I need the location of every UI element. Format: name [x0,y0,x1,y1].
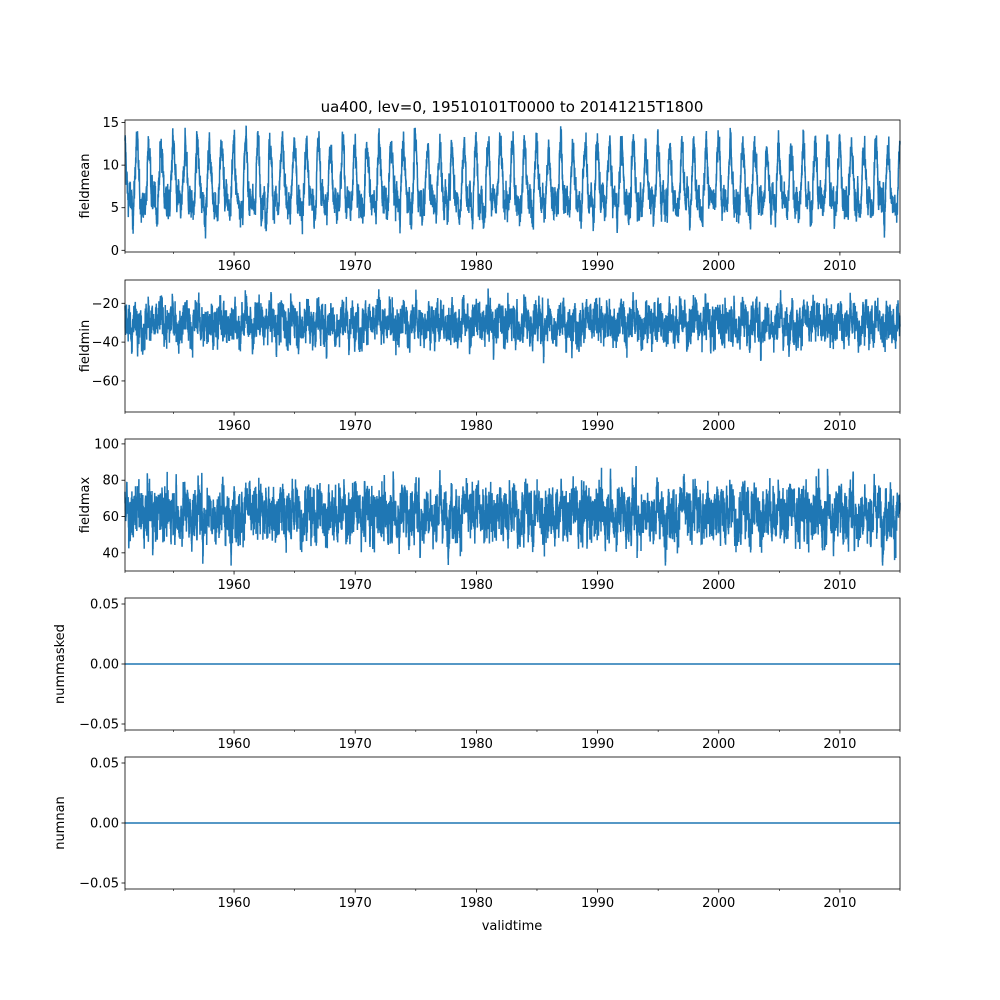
x-tick-label: 2000 [702,578,735,593]
x-tick-label: 1970 [339,737,372,752]
x-tick-label: 2000 [702,737,735,752]
x-tick-label: 1960 [218,259,251,274]
x-tick-label: 1960 [218,896,251,911]
y-tick-label: 60 [102,510,119,525]
series-line-fieldmax [124,465,901,566]
x-tick-label: 1960 [218,737,251,752]
x-tick-label: 1980 [460,737,493,752]
x-tick-label: 1980 [460,578,493,593]
y-tick-label: 15 [102,116,119,131]
x-tick-label: 2010 [823,578,856,593]
axes-frame [124,119,901,253]
x-tick-label: 1970 [339,259,372,274]
y-tick-label: 0.05 [90,757,119,772]
y-tick-label: −0.05 [79,718,119,733]
y-tick-label: 0.05 [90,598,119,613]
y-axis-label: fieldmax [78,477,93,534]
x-axis-label: validtime [482,919,543,934]
y-tick-label: 5 [111,201,119,216]
chart-title: ua400, lev=0, 19510101T0000 to 20141215T… [321,98,704,116]
y-axis-label: fieldmean [78,154,93,219]
x-tick-label: 1960 [218,419,251,434]
y-tick-label: 0 [111,244,119,259]
y-tick-label: 10 [102,159,119,174]
panel-fieldmin: −20 −40 −60 1960 1970 1980 1990 2000 2010 fieldmi… [78,279,901,434]
x-tick-label: 2000 [702,419,735,434]
x-tick-label: 1970 [339,419,372,434]
y-axis-label: fieldmin [78,320,93,373]
y-tick-label: 80 [102,474,119,489]
x-tick-label: 2000 [702,896,735,911]
x-tick-label: 2010 [823,419,856,434]
x-tick-label: 1970 [339,896,372,911]
y-tick-label: 0.00 [90,817,119,832]
y-tick-label: 0.00 [90,658,119,673]
x-tick-label: 1990 [581,419,614,434]
x-tick-label: 1970 [339,578,372,593]
x-tick-label: 1980 [460,896,493,911]
panel-fieldmax: 40 60 80 100 1960 1970 1980 1990 2000 2010 fieldma… [78,437,901,593]
x-tick-label: 1980 [460,419,493,434]
x-tick-label: 2010 [823,259,856,274]
y-axis-label: nummasked [53,624,68,704]
x-tick-label: 2010 [823,737,856,752]
series-line-fieldmean [124,125,901,239]
axes-frame [124,438,901,572]
y-tick-label: −60 [92,374,119,389]
x-tick-label: 1980 [460,259,493,274]
y-tick-label: −0.05 [79,877,119,892]
y-axis-label: numnan [53,796,68,850]
series-line-fieldmin [124,288,901,364]
panel-fieldmean: 0 5 10 15 1960 1970 1980 1990 2000 2010 fieldmean [78,116,901,274]
x-tick-label: 1990 [581,737,614,752]
y-tick-label: −40 [92,336,119,351]
x-tick-label: 1990 [581,578,614,593]
x-tick-label: 2010 [823,896,856,911]
x-tick-label: 2000 [702,259,735,274]
x-tick-label: 1990 [581,896,614,911]
x-tick-label: 1960 [218,578,251,593]
y-tick-label: 40 [102,546,119,561]
y-tick-label: −20 [92,297,119,312]
y-tick-label: 100 [94,437,119,452]
x-tick-label: 1990 [581,259,614,274]
panel-numnan: 0.05 0.00 −0.05 1960 1970 1980 1990 2000 2010 num… [53,757,901,911]
panel-nummasked: 0.05 0.00 −0.05 1960 1970 1980 1990 2000 2010 num… [53,598,901,752]
axes-frame [124,279,901,413]
